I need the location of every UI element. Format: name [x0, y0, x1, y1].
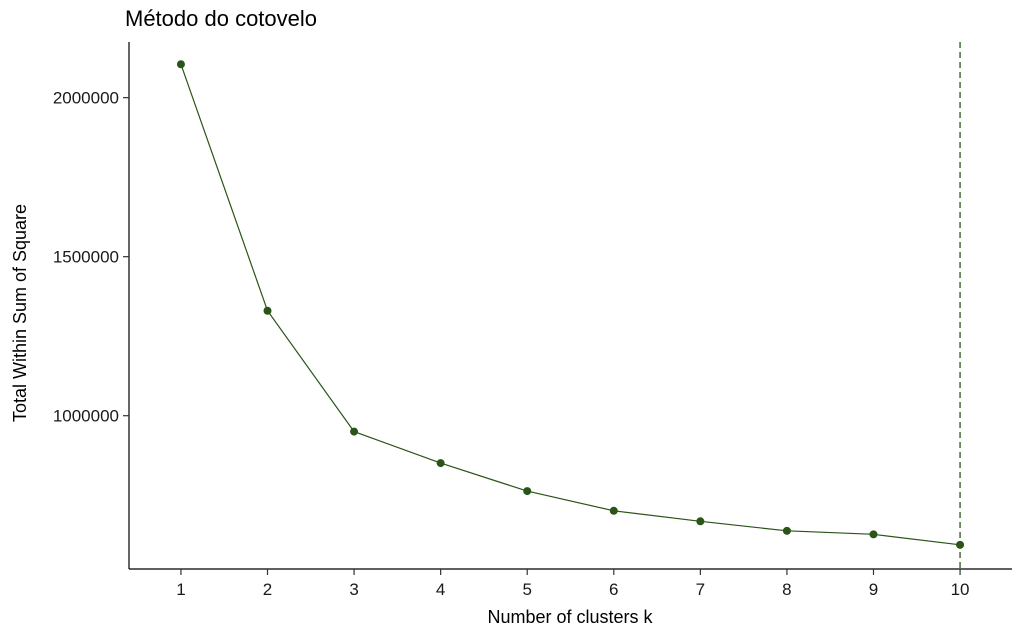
- x-tick-label: 1: [176, 580, 185, 599]
- data-point: [523, 487, 532, 496]
- x-tick-label: 10: [951, 580, 970, 599]
- x-axis-title: Number of clusters k: [487, 607, 653, 627]
- data-point: [869, 530, 878, 539]
- x-tick-label: 7: [696, 580, 705, 599]
- series-line: [180, 64, 961, 546]
- data-point: [956, 540, 965, 549]
- x-tick-label: 8: [782, 580, 791, 599]
- chart-title: Método do cotovelo: [125, 6, 317, 31]
- data-point: [436, 459, 445, 468]
- data-point: [696, 517, 705, 526]
- y-tick-label: 1000000: [53, 407, 119, 426]
- data-point: [263, 306, 272, 315]
- x-tick-label: 9: [869, 580, 878, 599]
- data-point: [609, 506, 618, 515]
- data-point: [350, 427, 359, 436]
- data-point: [176, 60, 185, 69]
- y-tick-label: 2000000: [53, 89, 119, 108]
- x-tick-label: 4: [436, 580, 445, 599]
- y-axis-title: Total Within Sum of Square: [10, 204, 30, 422]
- x-tick-label: 5: [522, 580, 531, 599]
- plot-area: 1 2 3 4 5 6 7 8 9 10 1000000 1500000 2000000: [53, 42, 1012, 599]
- x-tick-label: 2: [263, 580, 272, 599]
- data-point: [782, 526, 791, 535]
- x-tick-label: 3: [349, 580, 358, 599]
- x-tick-label: 6: [609, 580, 618, 599]
- y-tick-label: 1500000: [53, 248, 119, 267]
